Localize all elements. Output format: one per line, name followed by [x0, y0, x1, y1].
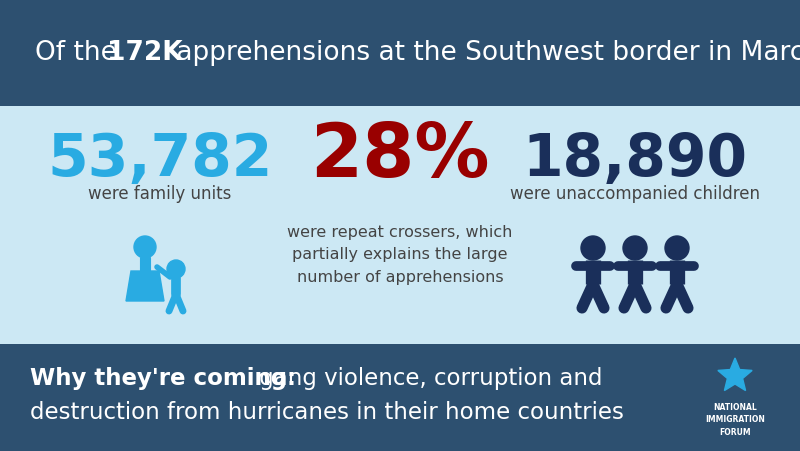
Text: 53,782: 53,782 — [47, 130, 273, 187]
Text: were unaccompanied children: were unaccompanied children — [510, 184, 760, 202]
Circle shape — [665, 236, 689, 260]
Polygon shape — [126, 272, 164, 301]
Text: were repeat crossers, which
partially explains the large
number of apprehensions: were repeat crossers, which partially ex… — [287, 225, 513, 284]
Circle shape — [623, 236, 647, 260]
Text: were family units: were family units — [88, 184, 232, 202]
FancyBboxPatch shape — [0, 107, 800, 344]
Text: apprehensions at the Southwest border in March...: apprehensions at the Southwest border in… — [168, 41, 800, 66]
Circle shape — [134, 236, 156, 258]
Text: gang violence, corruption and: gang violence, corruption and — [252, 366, 602, 389]
Text: 28%: 28% — [310, 120, 490, 193]
Text: 18,890: 18,890 — [522, 130, 747, 187]
Text: destruction from hurricanes in their home countries: destruction from hurricanes in their hom… — [30, 400, 624, 423]
Text: Why they're coming:: Why they're coming: — [30, 366, 296, 389]
Circle shape — [167, 260, 185, 278]
Polygon shape — [718, 358, 752, 391]
Text: 172K: 172K — [107, 41, 182, 66]
Text: Of the: Of the — [35, 41, 126, 66]
Text: NATIONAL
IMMIGRATION
FORUM: NATIONAL IMMIGRATION FORUM — [705, 402, 765, 436]
Circle shape — [581, 236, 605, 260]
